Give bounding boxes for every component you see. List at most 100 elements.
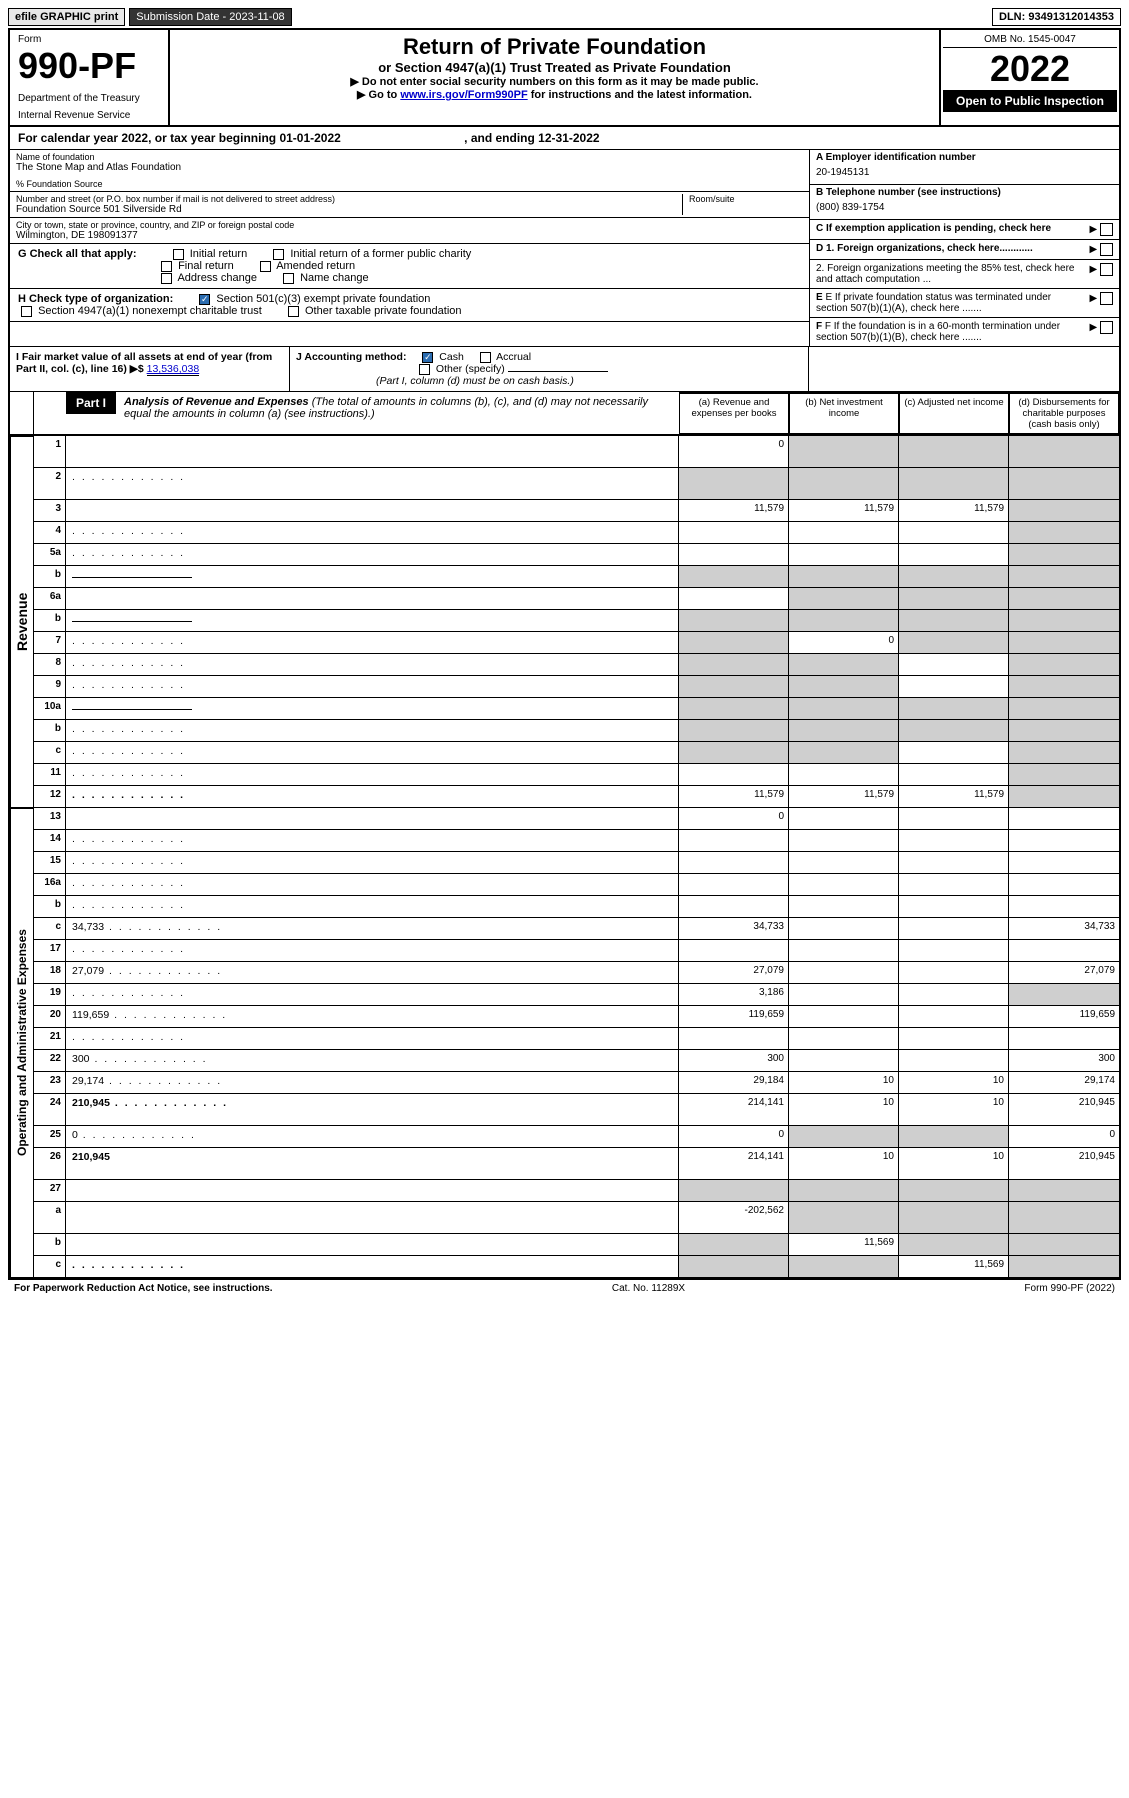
table-row: 4 [34,522,1119,544]
table-row: 27 [34,1180,1119,1202]
efile-box[interactable]: efile GRAPHIC print [8,8,125,26]
row-desc [66,1028,679,1049]
fmv-value[interactable]: 13,536,038 [147,363,200,376]
header-left: Form 990-PF Department of the Treasury I… [10,30,170,125]
row-number: 15 [34,852,66,873]
col-c-value: 11,569 [899,1256,1009,1277]
cb-initial-former[interactable] [273,249,284,260]
phone-value: (800) 839-1754 [816,198,1113,217]
cb-f[interactable] [1100,321,1113,334]
cb-final-return[interactable] [161,261,172,272]
cal-year-end: , and ending 12-31-2022 [464,131,599,145]
cb-address-change[interactable] [161,273,172,284]
cb-other-taxable[interactable] [288,306,299,317]
col-a-value: 34,733 [679,918,789,939]
cb-initial-return[interactable] [173,249,184,260]
col-a-value: 0 [679,1126,789,1147]
cb-accrual[interactable] [480,352,491,363]
cb-e[interactable] [1100,292,1113,305]
col-a-value [679,1028,789,1049]
row-number: c [34,1256,66,1277]
foundation-name-cell: Name of foundation The Stone Map and Atl… [10,150,809,192]
name-label: Name of foundation [16,152,803,162]
cal-year-begin: For calendar year 2022, or tax year begi… [18,131,341,145]
care-of: % Foundation Source [16,179,803,189]
form-link[interactable]: www.irs.gov/Form990PF [400,89,527,101]
opt-initial: Initial return [190,248,247,260]
part1-title: Analysis of Revenue and Expenses [124,396,309,408]
row-desc [66,1202,679,1233]
col-a-value [679,522,789,543]
col-b-value [789,808,899,829]
cb-cash[interactable] [422,352,433,363]
row-desc: 0 [66,1126,679,1147]
row-number: 7 [34,632,66,653]
opt-addrchg: Address change [177,272,257,284]
col-c-value [899,742,1009,763]
row-number: 10a [34,698,66,719]
cb-amended-return[interactable] [260,261,271,272]
col-b-value [789,698,899,719]
row-number: 21 [34,1028,66,1049]
row-desc [66,852,679,873]
col-a-value: 0 [679,436,789,467]
col-c-value [899,1180,1009,1201]
col-a-value [679,566,789,587]
row-desc: 34,733 [66,918,679,939]
table-row: 20119,659119,659119,659 [34,1006,1119,1028]
col-a-value [679,940,789,961]
col-c-value [899,676,1009,697]
row-number: 16a [34,874,66,895]
table-row: 26210,945214,1411010210,945 [34,1148,1119,1180]
table-row: 24210,945214,1411010210,945 [34,1094,1119,1126]
f-label: F If the foundation is in a 60-month ter… [816,321,1060,343]
row-number: 1 [34,436,66,467]
submission-date-box: Submission Date - 2023-11-08 [129,8,291,26]
row-number: a [34,1202,66,1233]
cb-other-method[interactable] [419,364,430,375]
opt-4947: Section 4947(a)(1) nonexempt charitable … [38,305,262,317]
c-exemption-cell: C If exemption application is pending, c… [810,220,1119,240]
col-a-value [679,874,789,895]
col-d-value [1009,764,1119,785]
col-b-value [789,984,899,1005]
table-row: 25000 [34,1126,1119,1148]
row-number: 26 [34,1148,66,1179]
cb-d1[interactable] [1100,243,1113,256]
col-d-value [1009,808,1119,829]
row-desc [66,1180,679,1201]
col-a-value [679,468,789,499]
calendar-year-row: For calendar year 2022, or tax year begi… [10,127,1119,150]
table-row: 2329,17429,184101029,174 [34,1072,1119,1094]
opt-final: Final return [178,260,234,272]
f-cell: F F If the foundation is in a 60-month t… [810,318,1119,346]
dln-box: DLN: 93491312014353 [992,8,1121,26]
opt-501c3: Section 501(c)(3) exempt private foundat… [216,293,430,305]
col-b-value [789,940,899,961]
col-c-value [899,566,1009,587]
col-c-value: 10 [899,1148,1009,1179]
table-row: 193,186 [34,984,1119,1006]
instr-post: for instructions and the latest informat… [528,89,752,101]
col-b-value [789,566,899,587]
col-c-value [899,1234,1009,1255]
revenue-rows: 102311,57911,57911,57945ab 6ab 708910a b… [34,436,1119,808]
col-a-value: 300 [679,1050,789,1071]
col-c-value [899,698,1009,719]
other-specify-input[interactable] [508,371,608,372]
cb-exemption[interactable] [1100,223,1113,236]
col-b-value [789,1256,899,1277]
cb-d2[interactable] [1100,263,1113,276]
col-c-value [899,632,1009,653]
j-label: J Accounting method: [296,351,406,363]
col-d-value [1009,610,1119,631]
table-row: 6a [34,588,1119,610]
col-d-value [1009,1234,1119,1255]
cb-4947[interactable] [21,306,32,317]
row-number: 22 [34,1050,66,1071]
row-number: c [34,742,66,763]
col-d-value [1009,436,1119,467]
cb-501c3[interactable] [199,294,210,305]
foundation-name: The Stone Map and Atlas Foundation [16,162,803,173]
cb-name-change[interactable] [283,273,294,284]
